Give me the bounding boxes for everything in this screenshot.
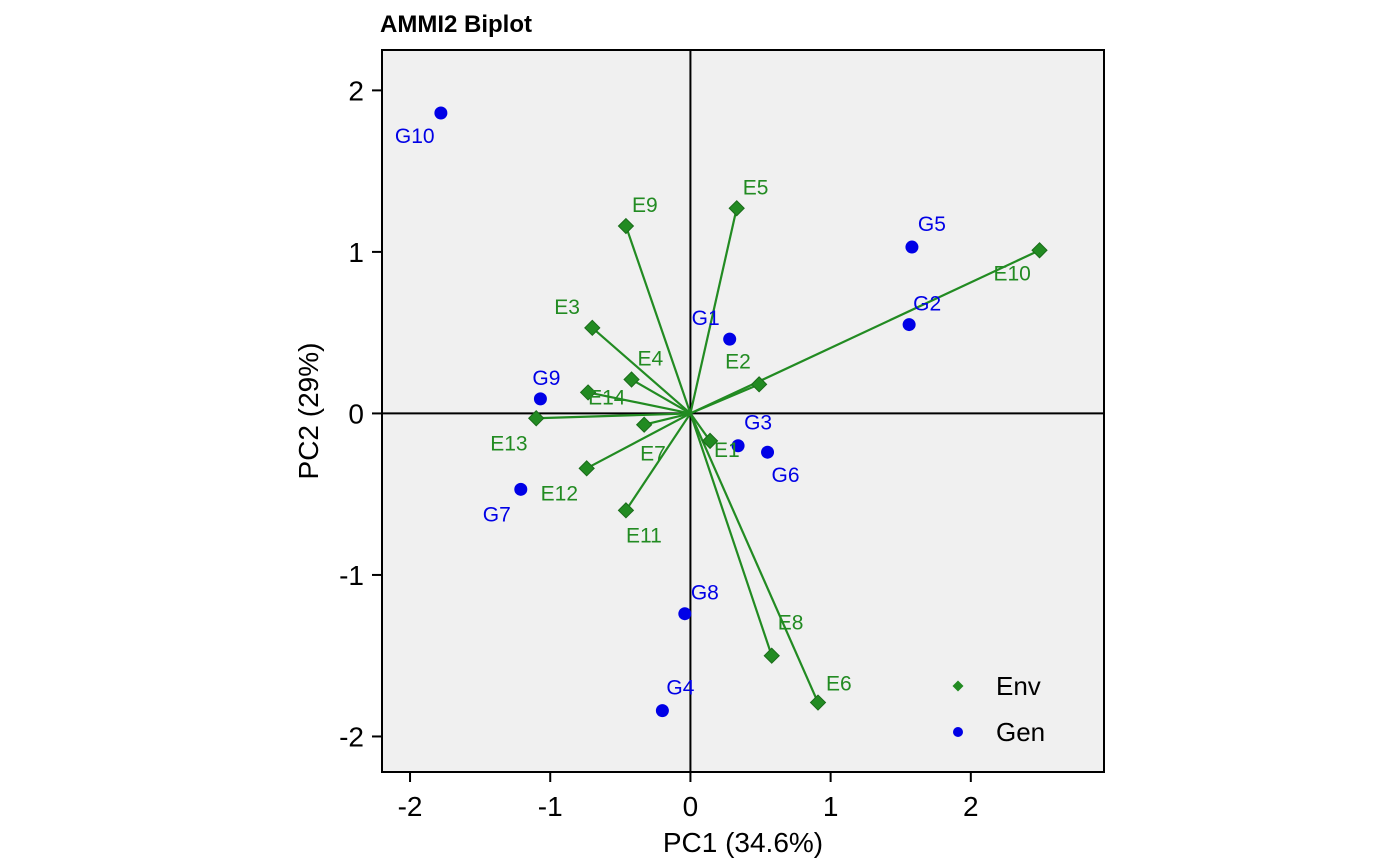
env-vectors — [536, 208, 1040, 703]
x-tick-label: 1 — [823, 791, 839, 822]
y-tick-label: -1 — [339, 560, 364, 591]
point-label-e9: E9 — [632, 194, 658, 217]
gen-point-g7 — [514, 482, 528, 496]
legend-label-gen: Gen — [996, 717, 1045, 747]
plot-area — [381, 49, 1105, 773]
env-point-e9 — [617, 217, 635, 235]
env-point-e6 — [809, 694, 827, 711]
env-point-e11 — [617, 502, 635, 519]
env-vector-e11 — [625, 412, 692, 511]
env-vector-e5 — [689, 208, 738, 414]
gen-point-g4 — [655, 704, 669, 718]
chart-title: AMMI2 Biplot — [380, 11, 532, 38]
gen-point-g3 — [731, 439, 745, 453]
env-vector-e9 — [624, 225, 692, 414]
point-label-g1: G1 — [692, 307, 720, 330]
point-label-g4: G4 — [666, 677, 694, 700]
point-label-e14: E14 — [588, 386, 626, 409]
y-tick-label: 0 — [348, 398, 364, 429]
env-vector-e14 — [587, 391, 691, 415]
env-point-e3 — [584, 319, 601, 337]
point-labels: E1 E2 E3 E4 E5 E6 E7 E8 E9 E10 E11 E12 E13 E14 G1 G2 G3 G… — [395, 125, 1031, 700]
data-points — [434, 106, 1048, 718]
point-label-g9: G9 — [532, 367, 560, 390]
point-label-g10: G10 — [395, 125, 435, 148]
env-vector-e4 — [630, 378, 691, 415]
y-tick-label: 2 — [348, 75, 364, 106]
y-tick-label: -2 — [339, 721, 364, 752]
env-point-e14 — [579, 384, 597, 401]
gen-point-g5 — [905, 240, 919, 254]
point-label-e8: E8 — [778, 612, 804, 635]
y-tick-label: 1 — [348, 237, 364, 268]
point-label-e4: E4 — [638, 348, 664, 371]
x-axis: -2 -1 0 1 2 — [398, 772, 979, 822]
env-point-e8 — [763, 647, 780, 664]
point-label-g6: G6 — [772, 464, 800, 487]
gen-point-g2 — [902, 318, 916, 332]
env-point-e1 — [701, 432, 719, 450]
point-label-g5: G5 — [918, 213, 946, 236]
point-label-e1: E1 — [714, 439, 740, 462]
env-point-e2 — [750, 376, 768, 393]
env-point-e10 — [1031, 242, 1048, 259]
x-axis-label: PC1 (34.6%) — [663, 827, 823, 858]
legend-env-marker — [952, 680, 964, 692]
x-tick-label: 2 — [963, 791, 979, 822]
point-label-g7: G7 — [483, 503, 511, 526]
point-label-e12: E12 — [541, 482, 578, 505]
gen-point-g10 — [434, 106, 448, 120]
env-vector-e7 — [643, 412, 691, 426]
x-tick-label: -1 — [538, 791, 563, 822]
env-vector-e3 — [591, 326, 692, 415]
point-label-e6: E6 — [826, 673, 852, 696]
point-label-e3: E3 — [554, 296, 580, 319]
x-tick-label: 0 — [683, 791, 699, 822]
point-label-e10: E10 — [994, 262, 1031, 285]
point-label-e11: E11 — [626, 524, 662, 547]
env-point-e13 — [528, 410, 545, 427]
point-label-g2: G2 — [913, 293, 941, 316]
gen-point-g8 — [678, 607, 692, 621]
y-axis-label: PC2 (29%) — [293, 343, 324, 480]
y-axis: -2 -1 0 1 2 — [339, 75, 382, 752]
point-label-e7: E7 — [640, 443, 666, 466]
env-vector-e8 — [689, 413, 773, 657]
point-label-e13: E13 — [490, 432, 527, 455]
x-tick-label: -2 — [398, 791, 423, 822]
gen-point-g6 — [761, 445, 775, 459]
point-label-g8: G8 — [691, 582, 719, 605]
env-point-e7 — [635, 416, 653, 433]
point-label-g3: G3 — [744, 412, 772, 435]
env-vector-e13 — [536, 412, 691, 420]
point-label-e2: E2 — [725, 350, 751, 373]
env-point-e12 — [578, 460, 595, 477]
env-vector-e12 — [586, 412, 691, 470]
legend: Env Gen — [952, 671, 1045, 747]
env-vector-e10 — [689, 249, 1040, 415]
legend-label-env: Env — [996, 671, 1041, 701]
legend-gen-marker — [953, 727, 963, 737]
gen-point-g9 — [533, 392, 547, 406]
env-point-e5 — [728, 200, 745, 217]
env-vector-e6 — [689, 412, 820, 703]
env-point-e4 — [623, 371, 640, 388]
point-label-e5: E5 — [743, 176, 769, 199]
gen-point-g1 — [723, 332, 737, 346]
